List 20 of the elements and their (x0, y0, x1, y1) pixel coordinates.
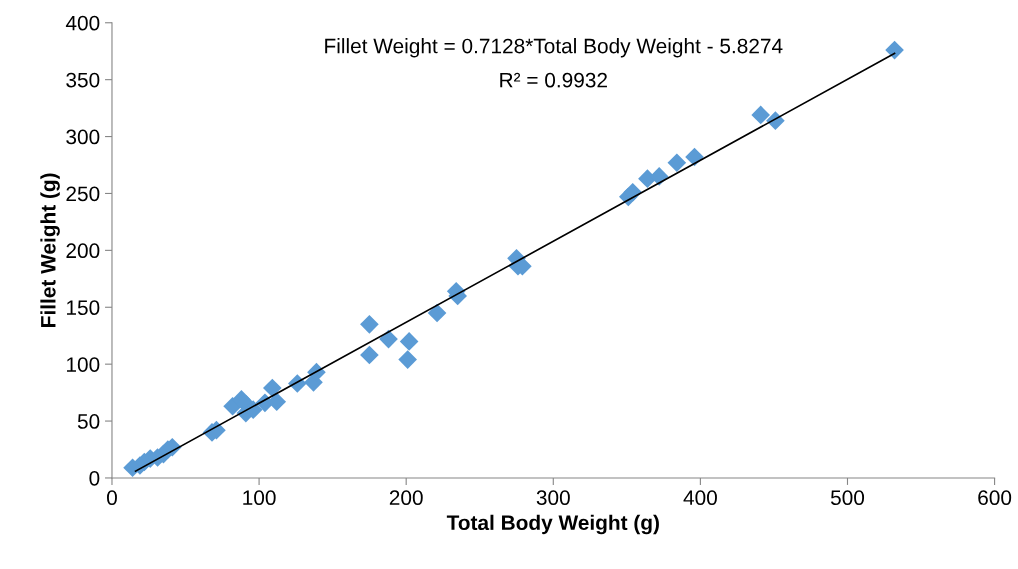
x-tick-label: 400 (683, 490, 717, 506)
y-axis-title: Fillet Weight (g) (40, 173, 60, 327)
y-tick-label: 200 (66, 243, 100, 259)
x-tick-label: 100 (243, 490, 276, 506)
y-tick-label: 50 (77, 414, 100, 429)
x-axis-title: Total Body Weight (g) (446, 514, 659, 535)
annotation: Fillet Weight = 0.7128*Total Body Weight - 5.8274 (325, 38, 783, 58)
x-tick-label: 200 (389, 490, 423, 506)
x-tick-label: 500 (830, 490, 865, 506)
annotation: R² = 0.9932 (500, 72, 607, 88)
y-tick-label: 150 (67, 300, 100, 316)
x-tick-label: 300 (536, 490, 570, 506)
y-tick-label: 400 (65, 15, 100, 31)
y-tick-label: 250 (66, 186, 100, 202)
x-tick-label: 600 (978, 490, 1012, 506)
y-tick-label: 0 (89, 470, 100, 486)
x-tick-label: 0 (107, 490, 117, 506)
y-tick-label: 300 (66, 129, 100, 145)
y-tick-label: 350 (66, 72, 100, 88)
y-tick-label: 100 (67, 357, 100, 372)
